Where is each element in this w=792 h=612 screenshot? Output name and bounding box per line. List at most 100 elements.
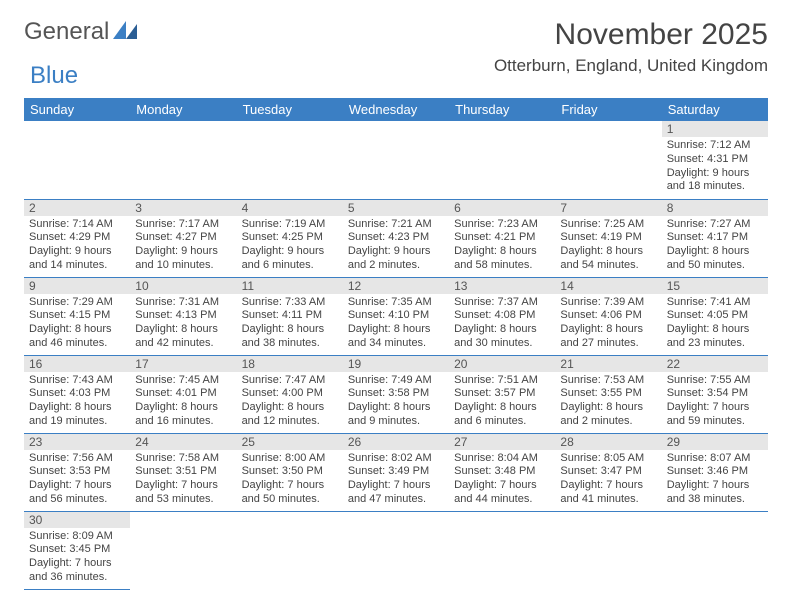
sunrise-text: Sunrise: 8:07 AM xyxy=(667,452,763,466)
calendar-cell: 4Sunrise: 7:19 AMSunset: 4:25 PMDaylight… xyxy=(237,199,343,277)
sunset-text: Sunset: 3:46 PM xyxy=(667,465,763,479)
daylight-text: Daylight: 8 hours and 27 minutes. xyxy=(560,323,656,351)
location-subtitle: Otterburn, England, United Kingdom xyxy=(494,56,768,76)
daylight-text: Daylight: 8 hours and 34 minutes. xyxy=(348,323,444,351)
day-details: Sunrise: 8:00 AMSunset: 3:50 PMDaylight:… xyxy=(237,450,343,510)
calendar-cell: 20Sunrise: 7:51 AMSunset: 3:57 PMDayligh… xyxy=(449,355,555,433)
sunset-text: Sunset: 4:19 PM xyxy=(560,231,656,245)
calendar-table: SundayMondayTuesdayWednesdayThursdayFrid… xyxy=(24,98,768,590)
day-details: Sunrise: 7:27 AMSunset: 4:17 PMDaylight:… xyxy=(662,216,768,276)
day-details: Sunrise: 8:04 AMSunset: 3:48 PMDaylight:… xyxy=(449,450,555,510)
day-details: Sunrise: 7:37 AMSunset: 4:08 PMDaylight:… xyxy=(449,294,555,354)
calendar-cell xyxy=(24,121,130,199)
weekday-header: Tuesday xyxy=(237,98,343,121)
logo: General xyxy=(24,18,141,46)
sunset-text: Sunset: 3:50 PM xyxy=(242,465,338,479)
day-details: Sunrise: 8:02 AMSunset: 3:49 PMDaylight:… xyxy=(343,450,449,510)
sunset-text: Sunset: 3:53 PM xyxy=(29,465,125,479)
sunrise-text: Sunrise: 7:51 AM xyxy=(454,374,550,388)
daylight-text: Daylight: 8 hours and 58 minutes. xyxy=(454,245,550,273)
daylight-text: Daylight: 9 hours and 10 minutes. xyxy=(135,245,231,273)
day-number: 30 xyxy=(24,512,130,528)
day-details: Sunrise: 7:33 AMSunset: 4:11 PMDaylight:… xyxy=(237,294,343,354)
logo-icon xyxy=(113,18,139,46)
daylight-text: Daylight: 7 hours and 47 minutes. xyxy=(348,479,444,507)
sunrise-text: Sunrise: 7:58 AM xyxy=(135,452,231,466)
day-number: 28 xyxy=(555,434,661,450)
calendar-cell: 10Sunrise: 7:31 AMSunset: 4:13 PMDayligh… xyxy=(130,277,236,355)
calendar-cell: 19Sunrise: 7:49 AMSunset: 3:58 PMDayligh… xyxy=(343,355,449,433)
sunrise-text: Sunrise: 7:21 AM xyxy=(348,218,444,232)
sunset-text: Sunset: 4:01 PM xyxy=(135,387,231,401)
sunset-text: Sunset: 4:23 PM xyxy=(348,231,444,245)
day-number: 1 xyxy=(662,121,768,137)
day-number: 26 xyxy=(343,434,449,450)
day-number: 9 xyxy=(24,278,130,294)
sunset-text: Sunset: 3:47 PM xyxy=(560,465,656,479)
calendar-cell xyxy=(662,511,768,589)
day-details: Sunrise: 7:25 AMSunset: 4:19 PMDaylight:… xyxy=(555,216,661,276)
sunset-text: Sunset: 4:29 PM xyxy=(29,231,125,245)
daylight-text: Daylight: 7 hours and 53 minutes. xyxy=(135,479,231,507)
calendar-cell xyxy=(343,121,449,199)
sunset-text: Sunset: 4:31 PM xyxy=(667,153,763,167)
calendar-cell: 29Sunrise: 8:07 AMSunset: 3:46 PMDayligh… xyxy=(662,433,768,511)
sunset-text: Sunset: 3:54 PM xyxy=(667,387,763,401)
sunrise-text: Sunrise: 7:41 AM xyxy=(667,296,763,310)
calendar-cell: 15Sunrise: 7:41 AMSunset: 4:05 PMDayligh… xyxy=(662,277,768,355)
calendar-cell: 17Sunrise: 7:45 AMSunset: 4:01 PMDayligh… xyxy=(130,355,236,433)
sunset-text: Sunset: 4:27 PM xyxy=(135,231,231,245)
sunset-text: Sunset: 4:21 PM xyxy=(454,231,550,245)
sunset-text: Sunset: 3:51 PM xyxy=(135,465,231,479)
weekday-header: Thursday xyxy=(449,98,555,121)
calendar-cell: 16Sunrise: 7:43 AMSunset: 4:03 PMDayligh… xyxy=(24,355,130,433)
sunrise-text: Sunrise: 7:47 AM xyxy=(242,374,338,388)
page-title: November 2025 xyxy=(494,18,768,52)
daylight-text: Daylight: 8 hours and 46 minutes. xyxy=(29,323,125,351)
sunset-text: Sunset: 4:13 PM xyxy=(135,309,231,323)
sunrise-text: Sunrise: 7:56 AM xyxy=(29,452,125,466)
sunrise-text: Sunrise: 8:04 AM xyxy=(454,452,550,466)
daylight-text: Daylight: 8 hours and 6 minutes. xyxy=(454,401,550,429)
sunset-text: Sunset: 4:00 PM xyxy=(242,387,338,401)
day-details: Sunrise: 8:09 AMSunset: 3:45 PMDaylight:… xyxy=(24,528,130,588)
calendar-cell: 5Sunrise: 7:21 AMSunset: 4:23 PMDaylight… xyxy=(343,199,449,277)
sunset-text: Sunset: 4:05 PM xyxy=(667,309,763,323)
sunrise-text: Sunrise: 7:33 AM xyxy=(242,296,338,310)
day-number: 14 xyxy=(555,278,661,294)
day-number: 11 xyxy=(237,278,343,294)
weekday-header: Friday xyxy=(555,98,661,121)
day-details: Sunrise: 7:21 AMSunset: 4:23 PMDaylight:… xyxy=(343,216,449,276)
sunrise-text: Sunrise: 7:12 AM xyxy=(667,139,763,153)
day-number: 27 xyxy=(449,434,555,450)
daylight-text: Daylight: 8 hours and 16 minutes. xyxy=(135,401,231,429)
calendar-cell xyxy=(449,121,555,199)
day-number: 16 xyxy=(24,356,130,372)
sunset-text: Sunset: 3:57 PM xyxy=(454,387,550,401)
title-block: November 2025 Otterburn, England, United… xyxy=(494,18,768,76)
day-number: 5 xyxy=(343,200,449,216)
sunrise-text: Sunrise: 8:00 AM xyxy=(242,452,338,466)
day-details: Sunrise: 7:43 AMSunset: 4:03 PMDaylight:… xyxy=(24,372,130,432)
sunrise-text: Sunrise: 7:14 AM xyxy=(29,218,125,232)
calendar-cell: 23Sunrise: 7:56 AMSunset: 3:53 PMDayligh… xyxy=(24,433,130,511)
day-details: Sunrise: 7:35 AMSunset: 4:10 PMDaylight:… xyxy=(343,294,449,354)
day-details: Sunrise: 8:05 AMSunset: 3:47 PMDaylight:… xyxy=(555,450,661,510)
day-details: Sunrise: 7:12 AMSunset: 4:31 PMDaylight:… xyxy=(662,137,768,197)
day-number: 15 xyxy=(662,278,768,294)
day-number: 23 xyxy=(24,434,130,450)
calendar-body: 1Sunrise: 7:12 AMSunset: 4:31 PMDaylight… xyxy=(24,121,768,589)
daylight-text: Daylight: 9 hours and 14 minutes. xyxy=(29,245,125,273)
day-details: Sunrise: 7:29 AMSunset: 4:15 PMDaylight:… xyxy=(24,294,130,354)
calendar-cell: 21Sunrise: 7:53 AMSunset: 3:55 PMDayligh… xyxy=(555,355,661,433)
day-details: Sunrise: 7:56 AMSunset: 3:53 PMDaylight:… xyxy=(24,450,130,510)
calendar-cell: 28Sunrise: 8:05 AMSunset: 3:47 PMDayligh… xyxy=(555,433,661,511)
sunset-text: Sunset: 4:11 PM xyxy=(242,309,338,323)
daylight-text: Daylight: 9 hours and 18 minutes. xyxy=(667,167,763,195)
sunrise-text: Sunrise: 7:29 AM xyxy=(29,296,125,310)
day-details: Sunrise: 7:17 AMSunset: 4:27 PMDaylight:… xyxy=(130,216,236,276)
daylight-text: Daylight: 8 hours and 38 minutes. xyxy=(242,323,338,351)
calendar-cell: 22Sunrise: 7:55 AMSunset: 3:54 PMDayligh… xyxy=(662,355,768,433)
calendar-cell xyxy=(130,511,236,589)
weekday-header: Monday xyxy=(130,98,236,121)
